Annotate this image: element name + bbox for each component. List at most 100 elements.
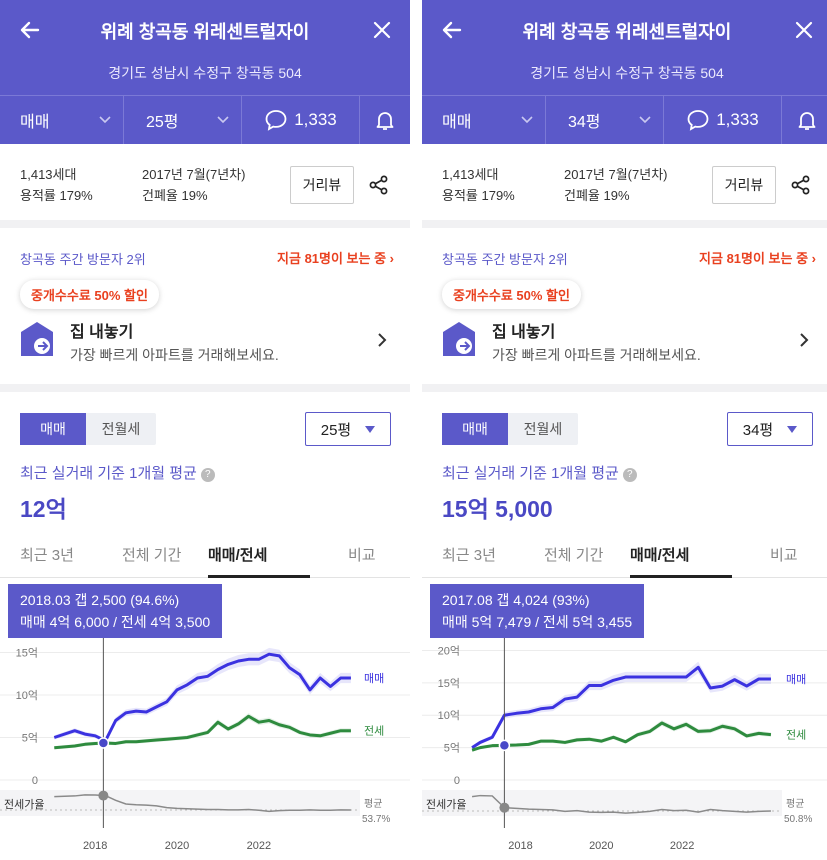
y-tick-label: 15억 xyxy=(438,677,460,690)
size-select[interactable]: 25평 xyxy=(124,96,242,144)
y-tick-label: 5억 xyxy=(444,742,460,755)
tooltip-line1: 2018.03 갭 2,500 (94.6%) xyxy=(20,592,180,608)
divider xyxy=(422,220,827,228)
y-tick-label: 20억 xyxy=(438,644,460,657)
visitor-banner[interactable]: 창곡동 주간 방문자 2위 지금 81명이 보는 중 › xyxy=(0,232,410,286)
toggle-sale[interactable]: 매매 xyxy=(20,413,86,445)
divider xyxy=(422,384,827,392)
comment-icon xyxy=(687,110,709,131)
chart-tabs: 최근 3년 전체 기간 매매/전세 비교 xyxy=(422,530,827,578)
toggle-rent[interactable]: 전월세 xyxy=(523,421,563,437)
cursor-point xyxy=(97,737,110,749)
floor-area-ratio: 용적률 179% xyxy=(20,188,93,203)
x-tick-label: 2018 xyxy=(83,840,107,852)
tab-recent-3y[interactable]: 최근 3년 xyxy=(20,547,74,564)
house-upload-icon xyxy=(443,322,475,356)
comment-icon xyxy=(265,110,287,131)
toggle-rent[interactable]: 전월세 xyxy=(101,421,141,437)
avg-label: 최근 실거래 기준 1개월 평균? xyxy=(20,462,215,483)
ratio-cursor-point xyxy=(499,802,510,813)
sell-title: 집 내놓기 xyxy=(70,324,134,341)
floor-area-ratio: 용적률 179% xyxy=(442,188,515,203)
complex-title: 위례 창곡동 위레센트럴자이 xyxy=(522,22,732,42)
help-icon[interactable]: ? xyxy=(200,468,215,482)
tab-all-period[interactable]: 전체 기간 xyxy=(544,547,604,564)
building-coverage: 건폐율 19% xyxy=(142,188,208,203)
back-arrow-icon[interactable] xyxy=(438,16,466,44)
tab-compare[interactable]: 비교 xyxy=(770,547,798,564)
building-coverage: 건폐율 19% xyxy=(564,188,630,203)
avg-label: 최근 실거래 기준 1개월 평균? xyxy=(442,462,637,483)
street-view-button[interactable]: 거리뷰 xyxy=(712,166,776,204)
sell-title: 집 내놓기 xyxy=(492,324,556,341)
chart-tooltip: 2018.03 갭 2,500 (94.6%) 매매 4억 6,000 / 전세 … xyxy=(8,584,223,638)
size-dropdown[interactable]: 25평 xyxy=(305,412,391,446)
sell-home-row[interactable]: 집 내놓기 가장 빠르게 아파트를 거래해보세요. xyxy=(0,300,410,380)
y-tick-label: 5억 xyxy=(22,732,38,745)
chevron-down-icon xyxy=(217,116,229,124)
header: 위례 창곡동 위레센트럴자이 경기도 성남시 수정구 창곡동 504 매매 34… xyxy=(422,0,827,144)
sale-legend-label: 매매 xyxy=(786,673,806,686)
tab-sale-rent[interactable]: 매매/전세 xyxy=(208,547,268,564)
y-tick-label: 0 xyxy=(454,775,460,787)
bell-icon xyxy=(798,112,816,130)
deal-type-select[interactable]: 매매 xyxy=(422,96,546,144)
tooltip-line2: 매매 4억 6,000 / 전세 4억 3,500 xyxy=(20,614,211,630)
tooltip-line1: 2017.08 갭 4,024 (93%) xyxy=(442,592,590,608)
chart-tabs: 최근 3년 전체 기간 매매/전세 비교 xyxy=(0,530,410,578)
visitor-rank: 창곡동 주간 방문자 2위 xyxy=(442,252,568,267)
ratio-label: 전세가율 xyxy=(426,798,466,811)
sale-range-band xyxy=(472,661,771,750)
alert-button[interactable] xyxy=(782,96,827,144)
size-select[interactable]: 34평 xyxy=(546,96,664,144)
tab-recent-3y[interactable]: 최근 3년 xyxy=(442,547,496,564)
x-tick-label: 2018 xyxy=(508,840,532,852)
chevron-down-icon xyxy=(639,116,651,124)
sale-series-line xyxy=(471,665,771,749)
comments-button[interactable]: 1,333 xyxy=(664,96,782,144)
visitor-banner[interactable]: 창곡동 주간 방문자 2위 지금 81명이 보는 중 › xyxy=(422,232,827,286)
complex-info: 1,413세대 용적률 179% 2017년 7월(7년차) 건폐율 19% 거리뷰 xyxy=(0,144,410,220)
share-icon[interactable] xyxy=(368,174,390,196)
tab-sale-rent[interactable]: 매매/전세 xyxy=(630,547,690,564)
promo-badge: 중개수수료 50% 할인 xyxy=(20,280,159,309)
complex-address: 경기도 성남시 수정구 창곡동 504 xyxy=(108,65,302,81)
ratio-band xyxy=(0,790,360,816)
size-dropdown[interactable]: 34평 xyxy=(727,412,813,446)
deal-type-select[interactable]: 매매 xyxy=(0,96,124,144)
sale-legend-label: 매매 xyxy=(364,672,384,685)
comments-button[interactable]: 1,333 xyxy=(242,96,360,144)
sell-home-row[interactable]: 집 내놓기 가장 빠르게 아파트를 거래해보세요. xyxy=(422,300,827,380)
active-tab-underline xyxy=(208,575,310,578)
rent-range-band xyxy=(472,720,771,752)
y-tick-label: 0 xyxy=(32,775,38,787)
built-date: 2017년 7월(7년차) xyxy=(142,167,246,182)
tab-compare[interactable]: 비교 xyxy=(348,547,376,564)
close-icon[interactable] xyxy=(368,16,396,44)
cursor-point xyxy=(498,739,511,752)
back-arrow-icon[interactable] xyxy=(16,16,44,44)
house-upload-icon xyxy=(21,322,53,356)
x-tick-label: 2020 xyxy=(589,840,613,852)
trade-type-toggle: 매매 전월세 xyxy=(442,413,578,445)
alert-button[interactable] xyxy=(360,96,410,144)
rent-legend-label: 전세 xyxy=(364,725,384,738)
close-icon[interactable] xyxy=(790,16,818,44)
toggle-sale[interactable]: 매매 xyxy=(442,413,508,445)
bell-icon xyxy=(376,112,394,130)
complex-address: 경기도 성남시 수정구 창곡동 504 xyxy=(530,65,724,81)
visitor-rank: 창곡동 주간 방문자 2위 xyxy=(20,252,146,267)
apartment-panel-25: 위례 창곡동 위레센트럴자이 경기도 성남시 수정구 창곡동 504 매매 25… xyxy=(0,0,410,860)
share-icon[interactable] xyxy=(790,174,812,196)
help-icon[interactable]: ? xyxy=(622,468,637,482)
chevron-right-icon xyxy=(800,333,809,347)
deal-type-label: 매매 xyxy=(442,114,472,131)
y-tick-label: 15억 xyxy=(16,647,38,660)
live-viewers: 지금 81명이 보는 중 › xyxy=(699,251,816,266)
size-dropdown-value: 25평 xyxy=(320,421,352,439)
filter-bar: 매매 25평 1,333 xyxy=(0,95,410,144)
street-view-button[interactable]: 거리뷰 xyxy=(290,166,354,204)
tab-all-period[interactable]: 전체 기간 xyxy=(122,547,182,564)
